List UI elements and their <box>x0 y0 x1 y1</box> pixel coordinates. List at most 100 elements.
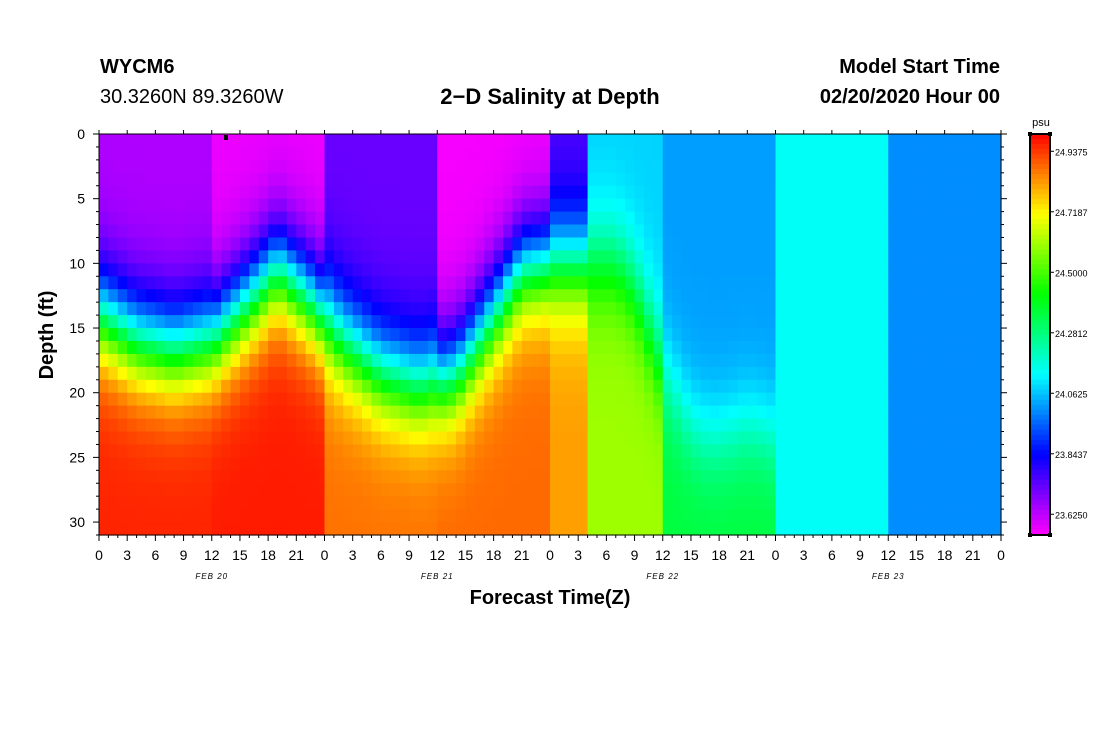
heatmap-cell <box>296 418 307 433</box>
heatmap-cell <box>700 250 711 264</box>
heatmap-cell <box>427 418 438 433</box>
heatmap-cell <box>512 211 523 226</box>
heatmap-cell <box>625 211 636 226</box>
heatmap-cell <box>672 522 683 536</box>
heatmap-cell <box>615 379 626 394</box>
heatmap-cell <box>747 340 758 355</box>
heatmap-cell <box>380 134 391 148</box>
heatmap-cell <box>305 146 316 161</box>
heatmap-cell <box>145 444 156 458</box>
heatmap-cell <box>944 483 955 497</box>
heatmap-cell <box>596 134 607 148</box>
heatmap-cell <box>756 431 767 446</box>
colorbar-unit: psu <box>1032 117 1050 129</box>
heatmap-cell <box>672 224 683 239</box>
heatmap-cell <box>550 496 560 510</box>
heatmap-cell <box>756 289 767 303</box>
heatmap-cell <box>437 198 448 213</box>
heatmap-cell <box>286 237 297 252</box>
heatmap-cell <box>878 328 889 342</box>
heatmap-cell <box>709 366 720 381</box>
heatmap-cell <box>982 366 993 381</box>
heatmap-cell <box>474 353 485 368</box>
heatmap-cell <box>643 340 654 355</box>
colorbar-swatch <box>1030 369 1050 376</box>
heatmap-cell <box>784 353 795 368</box>
colorbar-swatch <box>1030 479 1050 486</box>
heatmap-cell <box>907 198 918 213</box>
heatmap-cell <box>831 134 842 148</box>
heatmap-cell <box>315 405 326 420</box>
heatmap-cell <box>907 457 918 471</box>
heatmap-cell <box>662 496 673 510</box>
heatmap-cell <box>615 483 626 497</box>
heatmap-cell <box>211 224 222 239</box>
heatmap-cell <box>202 134 213 148</box>
heatmap-cell <box>550 457 560 471</box>
heatmap-cell <box>963 444 974 458</box>
heatmap-cell <box>362 211 373 226</box>
heatmap-cell <box>737 185 748 200</box>
heatmap-cell <box>258 302 269 316</box>
heatmap-cell <box>324 211 335 226</box>
heatmap-cell <box>221 302 232 316</box>
heatmap-cell <box>380 405 391 420</box>
heatmap-cell <box>897 328 908 342</box>
heatmap-cell <box>831 172 842 187</box>
heatmap-cell <box>935 509 946 523</box>
heatmap-cell <box>155 302 166 316</box>
heatmap-cell <box>803 211 814 226</box>
heatmap-cell <box>681 237 692 252</box>
heatmap-cell <box>296 340 307 355</box>
heatmap-cell <box>268 134 279 148</box>
heatmap-cell <box>700 418 711 433</box>
heatmap-cell <box>935 353 946 368</box>
heatmap-cell <box>371 379 382 394</box>
heatmap-cell <box>794 250 805 264</box>
heatmap-cell <box>239 159 250 174</box>
heatmap-cell <box>991 146 1002 161</box>
heatmap-cell <box>916 185 927 200</box>
heatmap-cell <box>897 289 908 303</box>
heatmap-cell <box>756 198 767 213</box>
heatmap-cell <box>145 276 156 290</box>
heatmap-cell <box>831 263 842 277</box>
heatmap-cell <box>643 315 654 329</box>
heatmap-cell <box>437 315 448 329</box>
heatmap-cell <box>399 509 410 523</box>
x-tick-label: 21 <box>514 547 530 563</box>
heatmap-cell <box>258 353 269 368</box>
heatmap-cell <box>305 457 316 471</box>
heatmap-cell <box>211 211 222 226</box>
colorbar-tick-label: 24.7187 <box>1055 208 1088 218</box>
heatmap-cell <box>512 340 523 355</box>
heatmap-cell <box>418 353 429 368</box>
heatmap-cell <box>963 418 974 433</box>
heatmap-cell <box>164 470 175 484</box>
heatmap-cell <box>803 418 814 433</box>
heatmap-cell <box>794 431 805 446</box>
heatmap-cell <box>211 379 222 394</box>
heatmap-cell <box>860 315 871 329</box>
heatmap-cell <box>719 379 730 394</box>
heatmap-cell <box>766 366 777 381</box>
heatmap-cell <box>399 276 410 290</box>
heatmap-cell <box>99 522 109 536</box>
heatmap-cell <box>343 457 354 471</box>
heatmap-cell <box>399 392 410 407</box>
heatmap-cell <box>418 172 429 187</box>
heatmap-cell <box>239 405 250 420</box>
heatmap-cell <box>681 366 692 381</box>
heatmap-cell <box>700 496 711 510</box>
heatmap-cell <box>268 353 279 368</box>
heatmap-cell <box>643 392 654 407</box>
heatmap-cell <box>409 211 420 226</box>
heatmap-cell <box>822 263 833 277</box>
heatmap-cell <box>230 134 241 148</box>
heatmap-cell <box>963 405 974 420</box>
heatmap-cell <box>192 522 203 536</box>
heatmap-cell <box>352 302 363 316</box>
heatmap-cell <box>239 483 250 497</box>
heatmap-cell <box>456 496 467 510</box>
heatmap-cell <box>305 289 316 303</box>
